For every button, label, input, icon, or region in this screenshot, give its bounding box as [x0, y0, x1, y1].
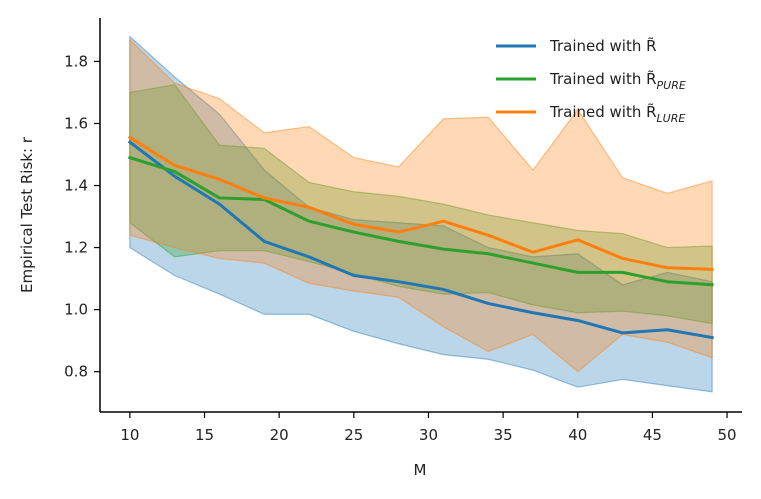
x-tick-label: 30 — [419, 426, 438, 444]
x-tick-label: 40 — [568, 426, 587, 444]
series-line-1 — [127, 139, 714, 340]
x-axis-label: M — [414, 461, 427, 479]
legend-label-3: Trained with R̃LURE — [549, 102, 685, 125]
band-2 — [129, 84, 713, 325]
band-1 — [129, 35, 713, 393]
y-tick-label: 1.6 — [64, 114, 88, 132]
legend-subscript: LURE — [657, 112, 686, 125]
y-tick-label: 0.8 — [64, 363, 88, 381]
legend-label-1: Trained with R̃ — [549, 36, 657, 55]
x-tick-label: 20 — [270, 426, 289, 444]
y-tick-label: 1.8 — [64, 52, 88, 70]
x-tick-label: 25 — [344, 426, 363, 444]
series-lines — [127, 135, 714, 340]
axes: 10 15 20 25 30 35 40 45 50 0.8 1.0 1.2 1.4 1.6 1.8 — [64, 18, 742, 444]
band-3 — [129, 38, 713, 373]
legend: Trained with R̃ Trained with R̃PURE Traine… — [496, 36, 686, 125]
y-axis-label: Empirical Test Risk: r — [18, 136, 36, 293]
x-tick-label: 50 — [718, 426, 737, 444]
y-tick-label: 1.2 — [64, 239, 88, 257]
y-tick-label: 1.4 — [64, 177, 88, 195]
x-tick-label: 35 — [494, 426, 513, 444]
series-line-3 — [127, 135, 714, 271]
x-tick-label: 15 — [195, 426, 214, 444]
series-line-2 — [127, 155, 714, 287]
confidence-bands — [129, 35, 713, 393]
x-tick-label: 45 — [643, 426, 662, 444]
legend-label-2: Trained with R̃PURE — [549, 69, 686, 92]
legend-subscript: PURE — [657, 79, 686, 92]
x-tick-label: 10 — [120, 426, 139, 444]
y-tick-label: 1.0 — [64, 301, 88, 319]
